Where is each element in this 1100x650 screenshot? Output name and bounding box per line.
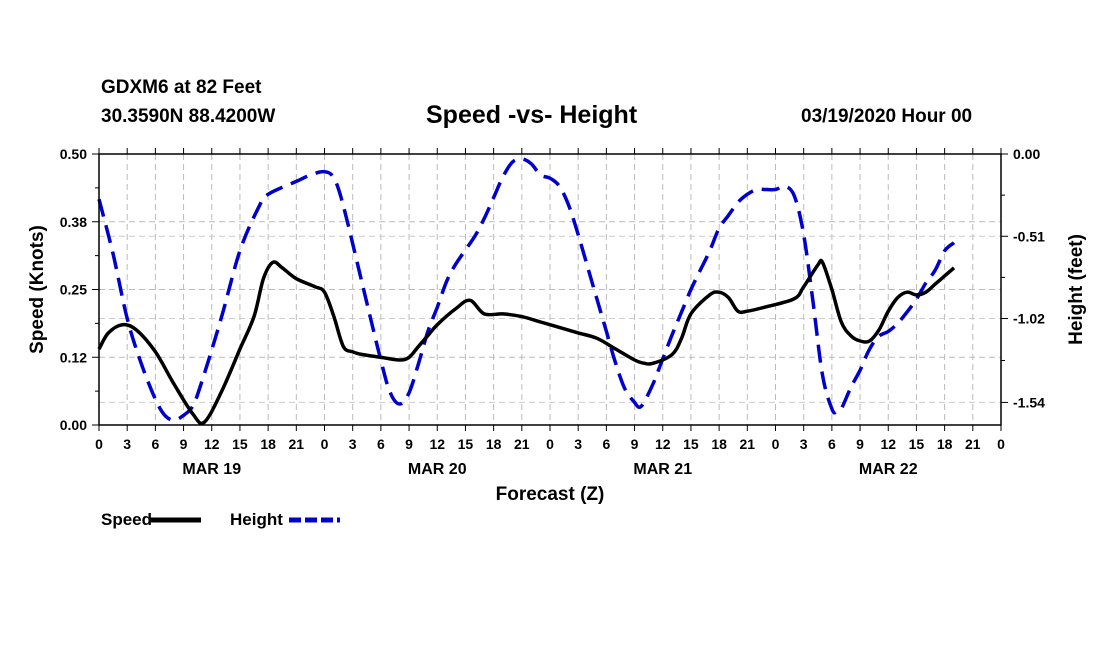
x-tick-label: 9 (180, 436, 188, 452)
x-tick-label: 12 (880, 436, 896, 452)
x-tick-label: 15 (458, 436, 474, 452)
grid-lines (99, 154, 1001, 425)
x-tick-label: 6 (828, 436, 836, 452)
forecast-date-label: 03/19/2020 Hour 00 (801, 106, 973, 127)
x-tick-label: 0 (321, 436, 329, 452)
x-tick-label: 15 (683, 436, 699, 452)
x-tick-label: 6 (602, 436, 610, 452)
date-label: MAR 19 (182, 461, 241, 478)
x-tick-label: 15 (232, 436, 248, 452)
x-axis-title: Forecast (Z) (496, 484, 605, 505)
date-label: MAR 20 (408, 461, 467, 478)
axis-labels: 0 3 6 9 12 15 18 21 0 3 6 9 12 15 18 21 0 3 6 9 12 15 18 21 0 3 6 9… (27, 146, 1087, 505)
x-tick-label: 9 (631, 436, 639, 452)
x-tick-label: 0 (997, 436, 1005, 452)
x-tick-label: 0 (772, 436, 780, 452)
x-tick-label: 0 (546, 436, 554, 452)
x-tick-label: 9 (856, 436, 864, 452)
x-tick-label: 21 (514, 436, 530, 452)
date-label: MAR 21 (633, 461, 692, 478)
y-right-tick-label: -0.51 (1013, 228, 1045, 244)
y-right-axis-title: Height (feet) (1066, 234, 1087, 345)
x-tick-label: 3 (574, 436, 582, 452)
x-tick-label: 12 (429, 436, 445, 452)
x-tick-label: 3 (123, 436, 131, 452)
x-tick-label: 0 (95, 436, 103, 452)
x-tick-label: 6 (377, 436, 385, 452)
speed-series-line (97, 258, 956, 426)
y-tick-label: 0.00 (60, 417, 87, 433)
x-tick-label: 21 (740, 436, 756, 452)
x-tick-label: 21 (289, 436, 305, 452)
y-tick-label: 0.38 (60, 214, 87, 230)
y-axis-title: Speed (Knots) (27, 225, 48, 354)
data-series (97, 157, 956, 426)
x-tick-label: 15 (909, 436, 925, 452)
x-tick-label: 6 (151, 436, 159, 452)
y-right-tick-label: 0.00 (1013, 146, 1040, 162)
height-legend-label: Height (230, 510, 283, 529)
x-tick-label: 12 (655, 436, 671, 452)
chart-title: Speed -vs- Height (426, 101, 638, 129)
x-tick-label: 18 (486, 436, 502, 452)
y-tick-label: 0.25 (60, 282, 87, 298)
y-tick-label: 0.50 (60, 146, 87, 162)
x-tick-label: 18 (260, 436, 276, 452)
station-label: GDXM6 at 82 Feet (101, 77, 262, 98)
date-label: MAR 22 (859, 461, 918, 478)
x-tick-label: 18 (937, 436, 953, 452)
x-tick-label: 12 (204, 436, 220, 452)
x-tick-label: 3 (800, 436, 808, 452)
speed-legend-label: Speed (101, 510, 152, 529)
y-tick-label: 0.12 (60, 349, 87, 365)
height-series-line (97, 157, 956, 422)
x-tick-label: 18 (711, 436, 727, 452)
legend: Speed Height (101, 510, 340, 529)
y-right-tick-label: -1.54 (1013, 394, 1045, 410)
x-tick-label: 3 (349, 436, 357, 452)
axis-ticks (92, 148, 1008, 431)
x-tick-label: 21 (965, 436, 981, 452)
y-right-tick-label: -1.02 (1013, 311, 1045, 327)
x-tick-label: 9 (405, 436, 413, 452)
coordinates-label: 30.3590N 88.4200W (101, 106, 276, 127)
